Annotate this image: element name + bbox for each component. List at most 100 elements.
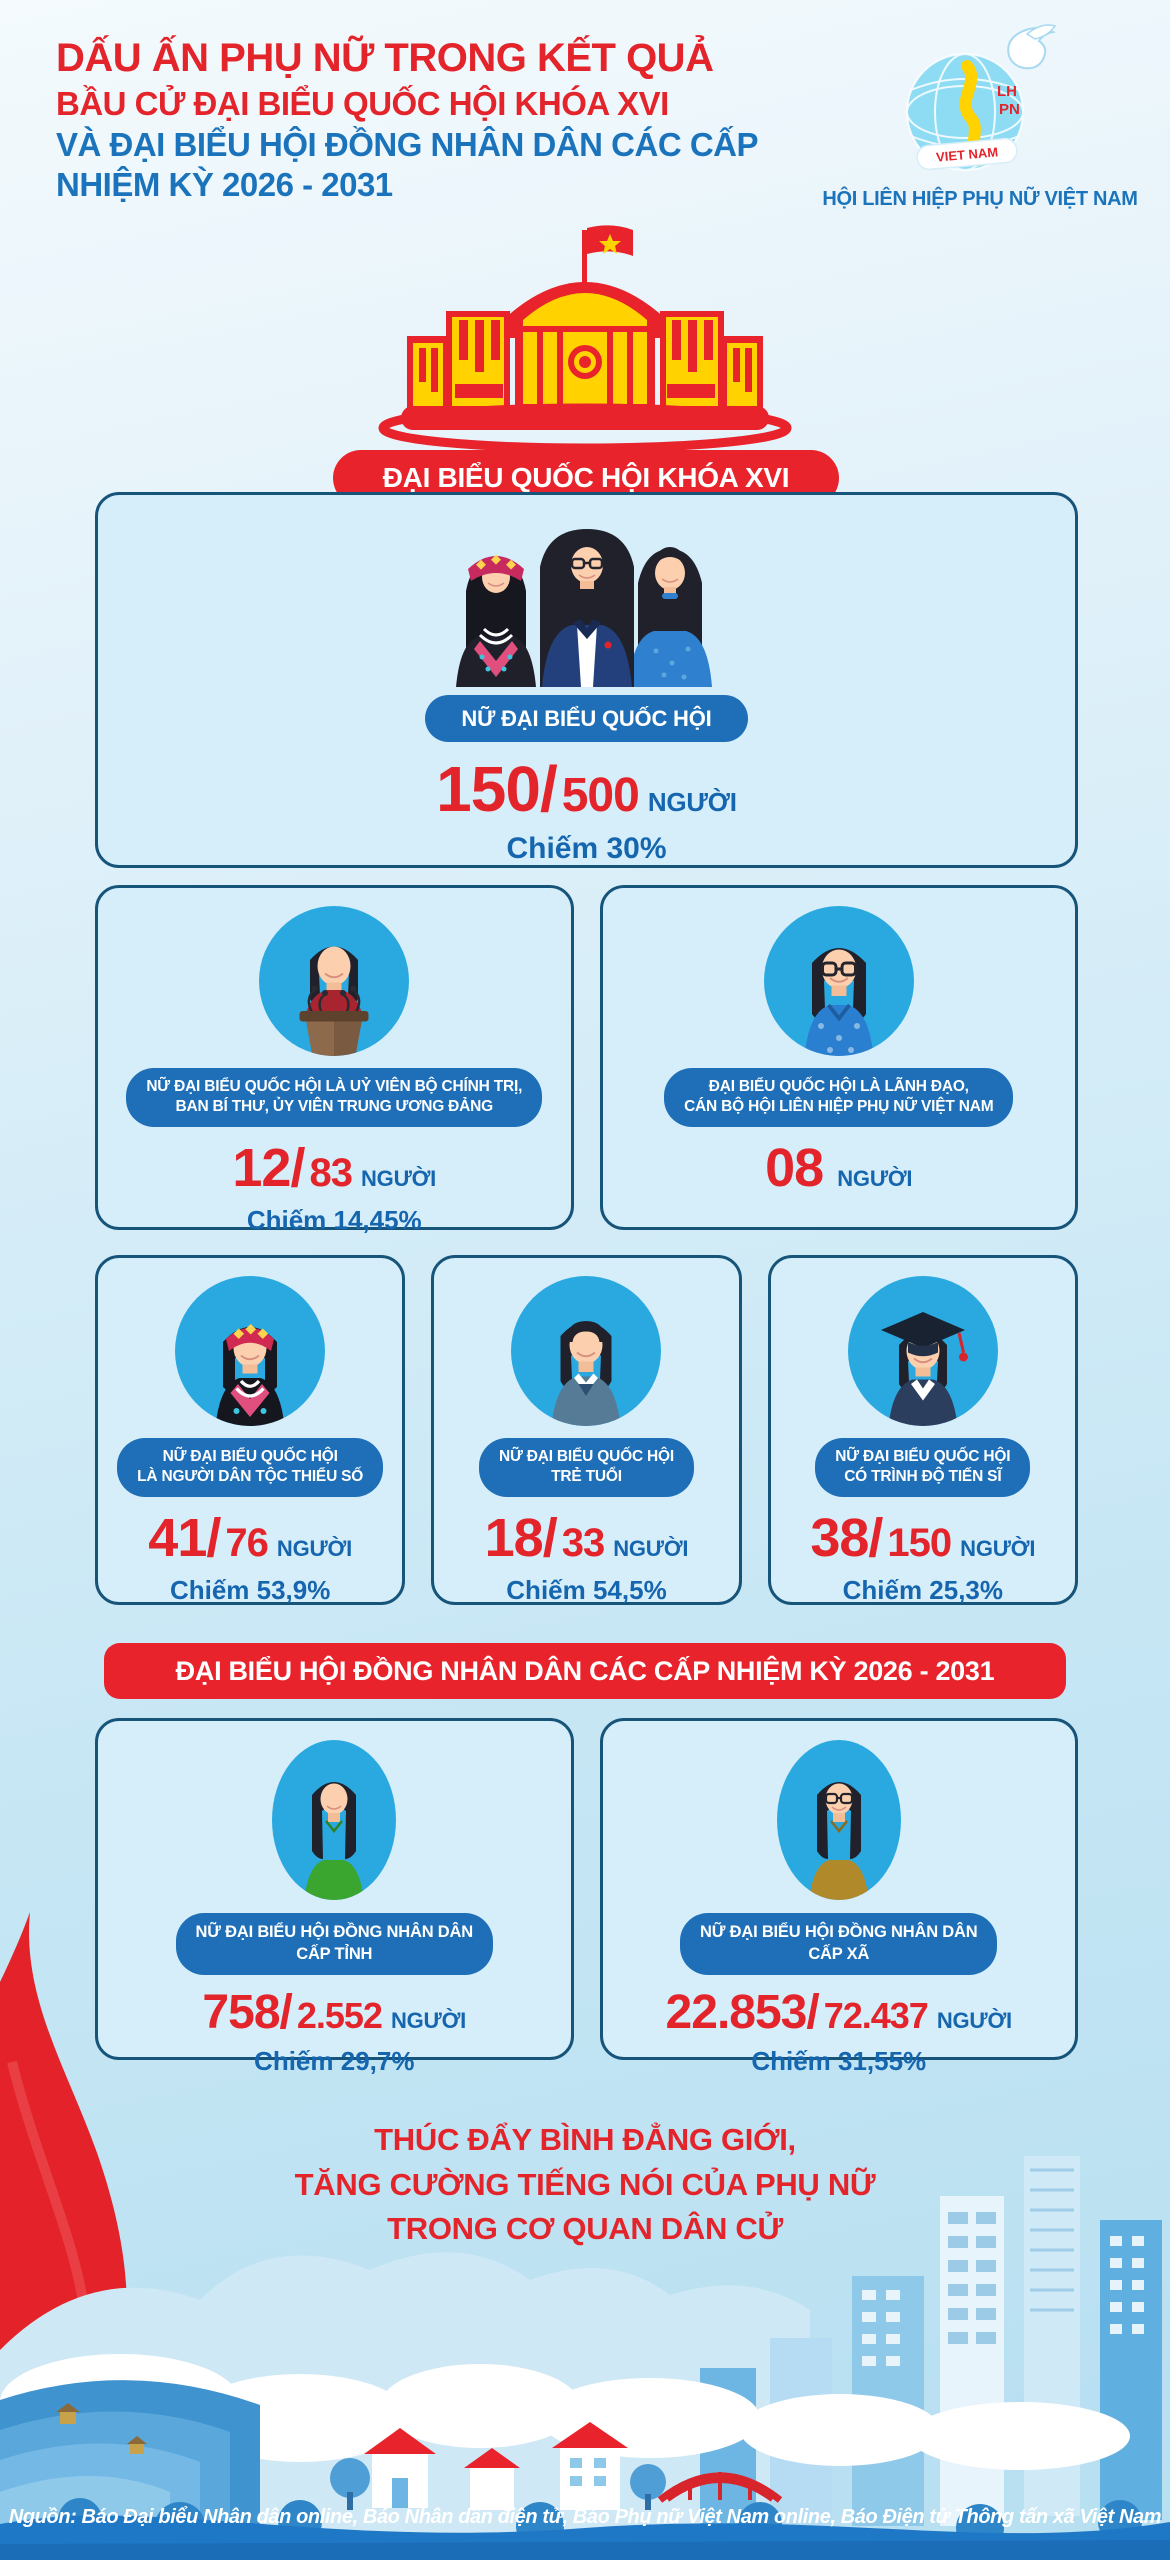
page-title: DẤU ẤN PHỤ NỮ TRONG KẾT QUẢ BẦU CỬ ĐẠI B…	[56, 34, 759, 206]
slogan-line1: THÚC ĐẨY BÌNH ĐẲNG GIỚI,	[374, 2122, 796, 2157]
stat-unit: NGƯỜI	[613, 1535, 689, 1561]
stat-label-line2: CÁN BỘ HỘI LIÊN HIỆP PHỤ NỮ VIỆT NAM	[684, 1098, 994, 1116]
woman-green-top-icon	[271, 1739, 397, 1901]
stat-denominator: 83	[309, 1150, 352, 1195]
stat-value: 41/ 76 NGƯỜI	[148, 1507, 352, 1569]
woman-glasses-blue-icon	[763, 906, 914, 1056]
stat-label-line2: CẤP TỈNH	[296, 1944, 373, 1963]
stat-card-ethnic-minority: NỮ ĐẠI BIỂU QUỐC HỘI LÀ NGƯỜI DÂN TỘC TH…	[95, 1255, 406, 1605]
logo-banner-text: VIET NAM	[935, 144, 998, 164]
stat-label-line1: NỮ ĐẠI BIỂU QUỐC HỘI LÀ UỶ VIÊN BỘ CHÍNH…	[146, 1078, 523, 1095]
stat-label-line1: NỮ ĐẠI BIỂU QUỐC HỘI	[162, 1448, 338, 1465]
stat-denominator: 150	[887, 1520, 952, 1565]
stat-label-line1: NỮ ĐẠI BIỂU HỘI ĐỒNG NHÂN DÂN	[700, 1923, 978, 1941]
stat-unit: NGƯỜI	[936, 2007, 1012, 2033]
stat-label: NỮ ĐẠI BIỂU HỘI ĐỒNG NHÂN DÂN CẤP TỈNH	[175, 1913, 493, 1975]
globe-icon: LH PN VIET NAM	[906, 53, 1024, 171]
stat-value: 08 NGƯỜI	[765, 1137, 912, 1199]
stat-label: NỮ ĐẠI BIỂU QUỐC HỘI LÀ NGƯỜI DÂN TỘC TH…	[117, 1438, 384, 1497]
stat-label-line1: NỮ ĐẠI BIỂU QUỐC HỘI	[498, 1448, 675, 1465]
stat-numerator: 41/	[148, 1507, 221, 1568]
stat-unit: NGƯỜI	[276, 1535, 353, 1561]
stat-label-line2: CẤP XÃ	[808, 1944, 870, 1963]
main-stat-share: Chiếm 30%	[506, 832, 667, 866]
slogan-line2: TĂNG CƯỜNG TIẾNG NÓI CỦA PHỤ NỮ	[294, 2166, 876, 2202]
foreground-band	[0, 2498, 1170, 2560]
houses-icon	[330, 2422, 666, 2510]
stat-denominator: 76	[225, 1520, 268, 1565]
stat-card-province-council: NỮ ĐẠI BIỂU HỘI ĐỒNG NHÂN DÂN CẤP TỈNH 7…	[95, 1718, 574, 2076]
woman-ao-dai-icon	[627, 547, 712, 687]
stat-share: Chiếm 14,45%	[246, 1204, 422, 1235]
graduate-woman-icon	[847, 1276, 998, 1426]
woman-glasses-brown-top-icon	[776, 1739, 902, 1901]
main-stat-value: 150/ 500 NGƯỜI	[436, 752, 737, 826]
stat-value: 12/ 83 NGƯỜI	[232, 1137, 436, 1199]
stat-card-doctorate: NỮ ĐẠI BIỂU QUỐC HỘI CÓ TRÌNH ĐỘ TIẾN SĨ…	[767, 1255, 1078, 1605]
stat-numerator: 38/	[810, 1507, 883, 1568]
source-note: Nguồn: Báo Đại biểu Nhân dân online, Báo…	[8, 2506, 1162, 2528]
section2-banner: ĐẠI BIỂU HỘI ĐỒNG NHÂN DÂN CÁC CẤP NHIỆM…	[104, 1643, 1066, 1699]
stat-label: NỮ ĐẠI BIỂU QUỐC HỘI CÓ TRÌNH ĐỘ TIẾN SĨ	[815, 1438, 1031, 1497]
stat-share: Chiếm 29,7%	[254, 2045, 415, 2076]
stat-label-line2: LÀ NGƯỜI DÂN TỘC THIỂU SỐ	[137, 1468, 364, 1486]
stat-share: Chiếm 53,9%	[169, 1574, 331, 1605]
stat-label-line2: CÓ TRÌNH ĐỘ TIẾN SĨ	[844, 1468, 1002, 1486]
stat-denominator: 2.552	[296, 1994, 383, 2036]
stat-share: Chiếm 54,5%	[506, 1574, 667, 1605]
stat-label-line1: NỮ ĐẠI BIỂU HỘI ĐỒNG NHÂN DÂN	[195, 1923, 474, 1941]
stat-card-politburo: NỮ ĐẠI BIỂU QUỐC HỘI LÀ UỶ VIÊN BỘ CHÍNH…	[95, 885, 574, 1235]
stat-card-union-leaders: ĐẠI BIỂU QUỐC HỘI LÀ LÃNH ĐẠO, CÁN BỘ HỘ…	[599, 885, 1078, 1230]
young-woman-icon	[511, 1276, 662, 1426]
stat-label-line2: BAN BÍ THƯ, ỦY VIÊN TRUNG ƯƠNG ĐẢNG	[175, 1098, 494, 1116]
title-line-3: VÀ ĐẠI BIỂU HỘI ĐỒNG NHÂN DÂN CÁC CẤP	[56, 125, 759, 163]
stat-denominator: 72.437	[823, 1994, 929, 2036]
stat-value: 18/ 33 NGƯỜI	[485, 1507, 689, 1569]
slogan: THÚC ĐẨY BÌNH ĐẲNG GIỚI, TĂNG CƯỜNG TIẾN…	[0, 2118, 1170, 2252]
stat-label: ĐẠI BIỂU QUỐC HỘI LÀ LÃNH ĐẠO, CÁN BỘ HỘ…	[664, 1068, 1014, 1127]
main-stat-label: NỮ ĐẠI BIỂU QUỐC HỘI	[425, 695, 748, 743]
woman-ethnic-headdress-icon	[175, 1276, 326, 1426]
stat-unit: NGƯỜI	[647, 787, 737, 818]
logo-lh-text: LH	[997, 83, 1017, 100]
stat-denominator: 33	[561, 1520, 605, 1565]
stat-denominator: 500	[561, 769, 640, 823]
title-line-2: BẦU CỬ ĐẠI BIỂU QUỐC HỘI KHÓA XVI	[56, 84, 669, 122]
cityscape-illustration	[0, 2100, 1170, 2560]
dove-icon	[1007, 24, 1057, 70]
stat-label-line1: ĐẠI BIỂU QUỐC HỘI LÀ LÃNH ĐẠO,	[708, 1078, 969, 1095]
stat-label-line1: NỮ ĐẠI BIỂU QUỐC HỘI	[835, 1448, 1011, 1465]
org-name: HỘI LIÊN HIỆP PHỤ NỮ VIỆT NAM	[822, 188, 1138, 210]
stat-numerator: 18/	[484, 1507, 558, 1568]
stat-unit: NGƯỜI	[837, 1165, 913, 1191]
stat-label: NỮ ĐẠI BIỂU QUỐC HỘI TRẺ TUỔI	[478, 1438, 695, 1497]
stat-card-commune-council: NỮ ĐẠI BIỂU HỘI ĐỒNG NHÂN DÂN CẤP XÃ 22.…	[599, 1718, 1078, 2076]
woman-at-podium-icon	[259, 906, 410, 1056]
stat-numerator: 08	[765, 1137, 824, 1198]
stat-share: Chiếm 31,55%	[751, 2045, 927, 2076]
slogan-line3: TRONG CƠ QUAN DÂN CỬ	[387, 2211, 783, 2247]
woman-ethnic-icon	[455, 554, 536, 687]
title-line-4: NHIỆM KỲ 2026 - 2031	[56, 166, 393, 204]
bridge-icon	[657, 2472, 783, 2503]
main-stat-card: NỮ ĐẠI BIỂU QUỐC HỘI 150/ 500 NGƯỜI Chiế…	[95, 492, 1078, 868]
three-women-illustration-icon	[422, 511, 752, 687]
stat-card-young: NỮ ĐẠI BIỂU QUỐC HỘI TRẺ TUỔI 18/ 33 NGƯ…	[431, 1255, 742, 1605]
stat-unit: NGƯỜI	[360, 1165, 437, 1191]
title-line-1: DẤU ẤN PHỤ NỮ TRONG KẾT QUẢ	[56, 36, 714, 80]
national-assembly-building-icon	[365, 216, 805, 458]
stat-numerator: 22.853/	[665, 1985, 820, 2039]
stat-label-line2: TRẺ TUỔI	[551, 1468, 622, 1486]
stat-label: NỮ ĐẠI BIỂU QUỐC HỘI LÀ UỶ VIÊN BỘ CHÍNH…	[126, 1068, 543, 1127]
woman-suit-icon	[539, 529, 634, 687]
logo-pn-text: PN	[999, 101, 1020, 118]
stat-value: 38/ 150 NGƯỜI	[810, 1507, 1035, 1569]
stat-value: 22.853/ 72.437 NGƯỜI	[665, 1985, 1013, 2040]
stat-share: Chiếm 25,3%	[842, 1574, 1004, 1605]
stat-numerator: 150/	[436, 753, 558, 826]
stat-label: NỮ ĐẠI BIỂU HỘI ĐỒNG NHÂN DÂN CẤP XÃ	[680, 1913, 998, 1975]
stat-numerator: 12/	[232, 1137, 305, 1198]
womens-union-logo-icon: LH PN VIET NAM	[893, 18, 1063, 182]
stat-numerator: 758/	[202, 1985, 292, 2039]
